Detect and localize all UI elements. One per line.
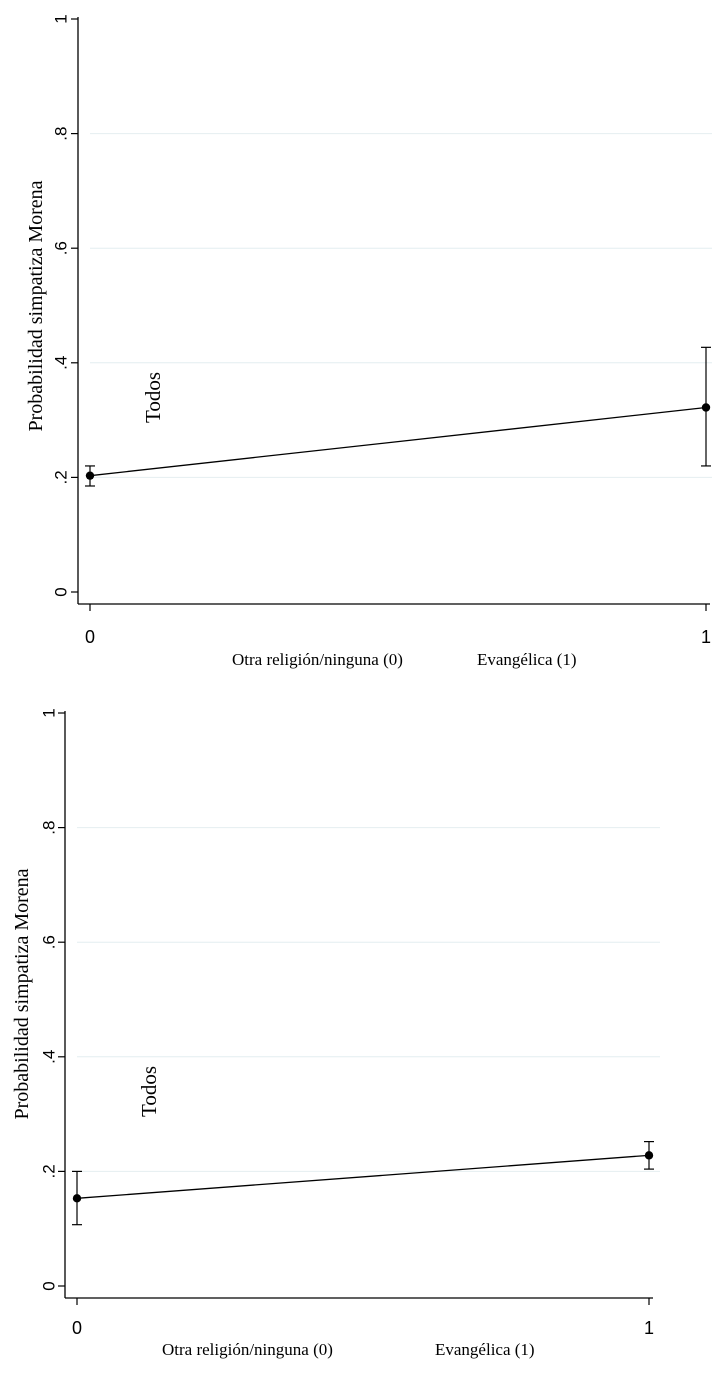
x-tick-label-0: 0: [72, 1318, 82, 1338]
data-point-0: [72, 1194, 82, 1203]
y-axis-title: Probabilidad simpatiza Morena: [11, 868, 33, 1119]
annotation-label: Todos: [141, 372, 165, 423]
y-tick-label-5: 1: [39, 708, 58, 717]
y-axis-title: Probabilidad simpatiza Morena: [25, 180, 47, 431]
series-line: [89, 406, 707, 477]
x-tick-label-1: 1: [701, 627, 711, 647]
data-point-1: [701, 403, 711, 412]
y-tick-label-0: 0: [51, 587, 70, 596]
y-tick-label-0: 0: [39, 1281, 58, 1290]
y-tick-label-4: .8: [51, 127, 70, 141]
data-point-1: [644, 1151, 654, 1160]
y-tick-label-1: .2: [51, 470, 70, 484]
y-tick-label-3: .6: [51, 241, 70, 255]
x-axis-title-right: Evangélica (1): [435, 1340, 535, 1359]
x-tick-label-0: 0: [85, 627, 95, 647]
data-point-0: [85, 471, 95, 480]
y-tick-label-2: .4: [51, 356, 70, 370]
y-tick-label-5: 1: [51, 14, 70, 23]
y-tick-label-2: .4: [39, 1050, 58, 1064]
series-line: [76, 1154, 650, 1199]
x-tick-label-1: 1: [644, 1318, 654, 1338]
y-tick-label-4: .8: [39, 821, 58, 835]
y-tick-label-3: .6: [39, 935, 58, 949]
x-axis-title-left: Otra religión/ninguna (0): [162, 1340, 333, 1359]
x-axis-title-right: Evangélica (1): [477, 650, 577, 669]
y-tick-label-1: .2: [39, 1164, 58, 1178]
chart-todos-top: 0 .2 .4 .6 .8 1 0 1 Probabilidad simpatiza Moren…: [25, 14, 712, 669]
chart-todos-bottom: 0 .2 .4 .6 .8 1 0 1 Probabilidad simpatiza Moren…: [11, 708, 660, 1359]
x-axis-title-left: Otra religión/ninguna (0): [232, 650, 403, 669]
annotation-label: Todos: [137, 1066, 161, 1117]
